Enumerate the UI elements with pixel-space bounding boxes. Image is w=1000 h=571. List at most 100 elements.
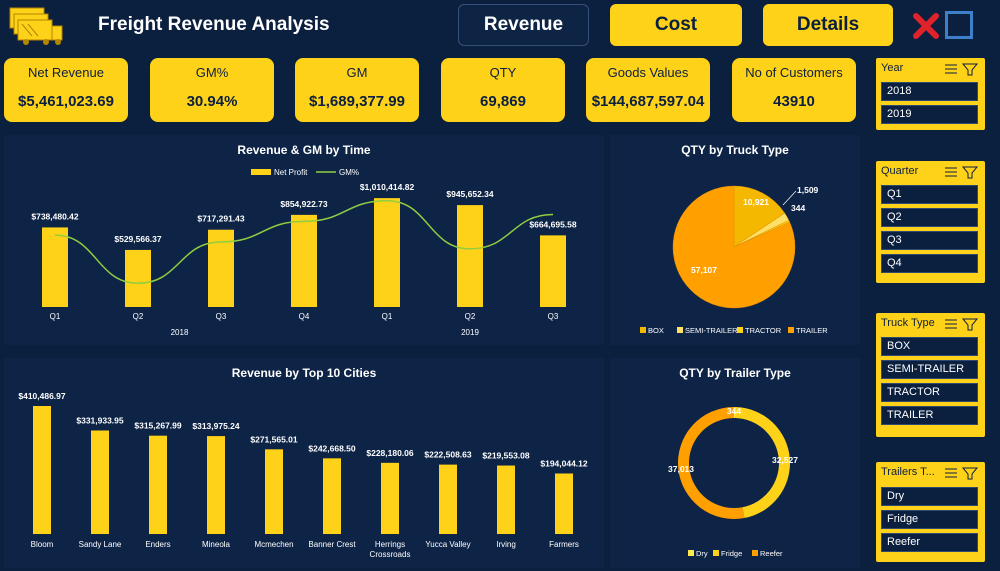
bar (33, 406, 51, 534)
data-label: $410,486.97 (18, 391, 66, 401)
details-nav-button[interactable]: Details (763, 4, 893, 46)
chart-title: Revenue & GM by Time (237, 143, 371, 157)
kpi-label: No of Customers (745, 65, 843, 80)
top-cities-chart-panel: Revenue by Top 10 Cities $410,486.97 Bloo… (4, 358, 604, 568)
legend-label: Net Profit (274, 168, 308, 177)
data-label: 10,921 (743, 197, 769, 207)
slicer-item-fridge[interactable]: Fridge (881, 510, 978, 529)
legend-swatch (713, 550, 719, 556)
legend-label: Dry (696, 549, 708, 558)
year-slicer: Year 2018 2019 (876, 58, 985, 130)
multi-select-and-clear-filter-icon[interactable] (943, 165, 979, 179)
kpi-label: Net Revenue (28, 65, 104, 80)
kpi-label: QTY (489, 65, 517, 80)
data-label: $228,180.06 (366, 448, 414, 458)
close-icon[interactable] (912, 12, 940, 40)
legend-swatch (677, 327, 683, 333)
data-label: $664,695.58 (529, 219, 577, 229)
kpi-net-revenue: Net Revenue $5,461,023.69 (4, 58, 128, 122)
tick-label: Mineola (202, 540, 231, 549)
tick-label: Q2 (133, 312, 144, 321)
qty-truck-pie-chart: 10,921 1,509 344 57,107 BOX SEMI-TRAILER TRACT… (640, 185, 828, 335)
data-label: $945,652.34 (446, 189, 494, 199)
kpi-value: $5,461,023.69 (18, 93, 114, 110)
tick-label: Farmers (549, 540, 579, 549)
kpi-qty: QTY 69,869 (441, 58, 565, 122)
group-label: 2018 (171, 328, 189, 337)
tick-label: Crossroads (370, 550, 411, 559)
revenue-gm-chart: Net Profit GM% $738,480.42 Q1 $529,566.37 Q2 $… (31, 168, 577, 337)
bar (323, 458, 341, 534)
legend-label: SEMI-TRAILER (685, 326, 738, 335)
data-label: $331,933.95 (76, 415, 124, 425)
kpi-value: 30.94% (186, 93, 238, 110)
kpi-value: 69,869 (480, 93, 526, 110)
tick-label: Q3 (548, 312, 559, 321)
kpi-label: Goods Values (607, 65, 689, 80)
bar (381, 462, 399, 534)
slicer-item-q3[interactable]: Q3 (881, 231, 978, 250)
legend-label: Reefer (760, 549, 783, 558)
leader-line (782, 190, 797, 206)
data-label: 57,107 (691, 265, 717, 275)
data-label: $313,975.24 (192, 421, 240, 431)
data-label: $271,565.01 (250, 434, 298, 444)
multi-select-and-clear-filter-icon[interactable] (943, 466, 979, 480)
data-label: $717,291.43 (197, 214, 245, 224)
slicer-item-box[interactable]: BOX (881, 337, 978, 356)
maximize-icon[interactable] (945, 11, 973, 39)
kpi-customers: No of Customers 43910 (732, 58, 856, 122)
legend-label: BOX (648, 326, 664, 335)
legend-swatch (788, 327, 794, 333)
bar (555, 473, 573, 534)
tick-label: Bloom (31, 540, 54, 549)
tick-label: Q1 (382, 312, 393, 321)
data-label: $242,668.50 (308, 443, 356, 453)
bar (42, 227, 68, 307)
multi-select-and-clear-filter-icon[interactable] (943, 62, 979, 76)
legend-swatch (688, 550, 694, 556)
group-label: 2019 (461, 328, 479, 337)
data-label: $529,566.37 (114, 234, 162, 244)
legend-label: Fridge (721, 549, 742, 558)
tick-label: Irving (496, 540, 516, 549)
data-label: 344 (727, 406, 741, 416)
slicer-item-trailer[interactable]: TRAILER (881, 406, 978, 425)
slicer-item-2019[interactable]: 2019 (881, 105, 978, 124)
tick-label: Q4 (299, 312, 310, 321)
bar (439, 464, 457, 534)
slicer-item-q2[interactable]: Q2 (881, 208, 978, 227)
cost-nav-button[interactable]: Cost (610, 4, 742, 46)
bar (497, 465, 515, 534)
qty-trailer-chart-panel: QTY by Trailer Type 344 32,527 37,013 Dry Fr… (610, 358, 860, 568)
data-label: $222,508.63 (424, 450, 472, 460)
slicer-item-dry[interactable]: Dry (881, 487, 978, 506)
data-label: $315,267.99 (134, 421, 182, 431)
donut-slice (734, 407, 736, 419)
slicer-item-tractor[interactable]: TRACTOR (881, 383, 978, 402)
slicer-item-q1[interactable]: Q1 (881, 185, 978, 204)
data-label: 32,527 (772, 455, 798, 465)
trailers-type-slicer: Trailers T... Dry Fridge Reefer (876, 462, 985, 562)
slicer-item-semi-trailer[interactable]: SEMI-TRAILER (881, 360, 978, 379)
slicer-item-2018[interactable]: 2018 (881, 82, 978, 101)
qty-trailer-donut-chart: 344 32,527 37,013 Dry Fridge Reefer (668, 406, 798, 558)
tick-label: Q3 (216, 312, 227, 321)
data-label: 37,013 (668, 464, 694, 474)
pie-slice (733, 185, 786, 248)
kpi-gm-percent: GM% 30.94% (150, 58, 274, 122)
revenue-nav-button[interactable]: Revenue (458, 4, 589, 46)
truck-type-slicer: Truck Type BOX SEMI-TRAILER TRACTOR TRAI… (876, 313, 985, 437)
data-label: $219,553.08 (482, 451, 530, 461)
chart-title: QTY by Truck Type (681, 143, 789, 157)
multi-select-and-clear-filter-icon[interactable] (943, 317, 979, 331)
legend-swatch-net-profit (251, 169, 271, 175)
tick-label: Q2 (465, 312, 476, 321)
bar (125, 249, 151, 307)
legend-label: TRAILER (796, 326, 828, 335)
slicer-item-reefer[interactable]: Reefer (881, 533, 978, 552)
legend-swatch (640, 327, 646, 333)
data-label: 344 (791, 203, 805, 213)
slicer-item-q4[interactable]: Q4 (881, 254, 978, 273)
tick-label: Sandy Lane (79, 540, 122, 549)
